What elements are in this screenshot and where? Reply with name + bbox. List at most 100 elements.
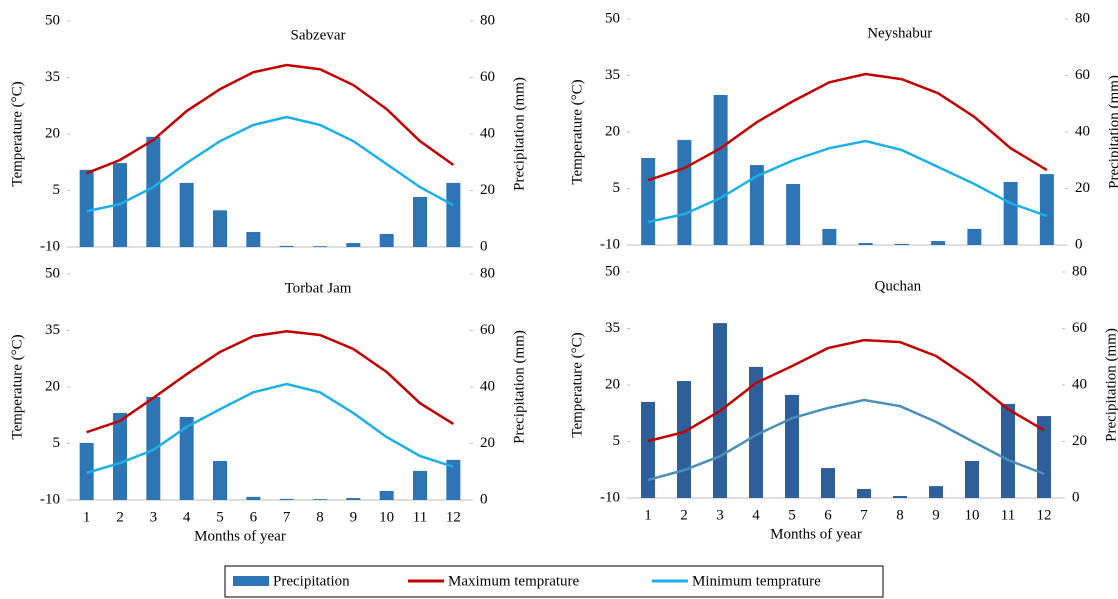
precip-bar	[786, 183, 801, 245]
y2-axis-title: Precipitation (mm)	[1103, 328, 1118, 442]
x-tick-label: 12	[1037, 507, 1052, 523]
x-tick-label: 11	[1001, 507, 1015, 523]
x-tick-label: 5	[788, 507, 796, 523]
precip-bar	[313, 499, 327, 500]
y-tick-label: 20	[605, 123, 620, 139]
legend-box	[224, 565, 884, 598]
x-tick-label: 4	[752, 507, 760, 523]
precip-bar	[1037, 416, 1051, 498]
x-tick-label: 2	[680, 507, 688, 523]
precip-bar	[279, 498, 294, 500]
y-axis-title: Temperature (°C)	[569, 79, 585, 184]
x-tick-label: 1	[644, 507, 652, 523]
y-tick-label: 50	[605, 10, 620, 26]
x-tick-label: 10	[379, 509, 394, 525]
precip-bar	[113, 412, 127, 500]
chart-title: Neyshabur	[867, 25, 932, 41]
precip-bar	[313, 246, 327, 247]
y-tick-label: 20	[45, 125, 60, 141]
y-tick-label: 50	[605, 263, 620, 279]
y-tick-label: 5	[53, 435, 61, 451]
y2-tick-label: 60	[1072, 320, 1087, 336]
precip-bar	[446, 182, 461, 247]
precip-bar	[1039, 174, 1054, 245]
y-tick-label: 35	[45, 322, 60, 338]
precip-bar	[279, 245, 294, 247]
precip-bar	[1001, 403, 1015, 498]
precip-bar	[822, 228, 837, 245]
temp-line	[86, 382, 454, 475]
precip-bar	[931, 241, 946, 245]
y2-tick-label: 0	[480, 238, 488, 254]
x-tick-label: 2	[116, 509, 124, 525]
y-tick-label: 35	[605, 320, 620, 336]
precip-bar	[641, 401, 655, 498]
x-tick-label: 4	[183, 509, 191, 525]
precip-bar	[1003, 182, 1018, 245]
precip-bar	[346, 498, 361, 500]
precip-bar	[713, 94, 728, 246]
precip-bar	[413, 470, 427, 500]
precip-bar	[246, 232, 261, 247]
precip-bar	[929, 486, 943, 498]
precip-bar	[677, 139, 692, 245]
chart-title: Quchan	[875, 278, 922, 294]
x-tick-label: 10	[965, 507, 980, 523]
temp-line	[86, 115, 454, 213]
legend-swatch	[233, 576, 269, 586]
y-axis-title: Temperature (°C)	[569, 332, 585, 437]
precip-bar	[79, 442, 94, 500]
x-axis-title: Months of year	[194, 528, 286, 544]
x-tick-label: 5	[216, 509, 224, 525]
precip-bar	[179, 416, 194, 500]
precip-bar	[967, 228, 982, 245]
y2-axis-title: Precipitation (mm)	[511, 77, 527, 191]
chart-title: Sabzevar	[291, 27, 346, 43]
x-tick-label: 7	[860, 507, 868, 523]
y2-tick-label: 80	[1075, 10, 1090, 26]
y-tick-label: -10	[600, 236, 620, 252]
x-tick-label: 8	[316, 509, 324, 525]
y2-tick-label: 20	[1075, 180, 1090, 196]
y2-tick-label: 40	[480, 125, 495, 141]
precip-bar	[213, 210, 227, 247]
precip-bar	[146, 136, 161, 247]
y2-tick-label: 40	[1075, 123, 1090, 139]
y2-tick-label: 80	[480, 12, 495, 28]
temp-line	[647, 72, 1048, 182]
temp-line	[647, 139, 1048, 224]
x-axis-title: Months of year	[770, 526, 862, 542]
precip-bar	[379, 234, 394, 247]
precip-bar	[246, 496, 261, 500]
temp-line	[647, 398, 1045, 482]
y-tick-label: -10	[600, 489, 620, 505]
precip-bar	[413, 196, 427, 247]
precip-bar	[749, 165, 764, 245]
y-tick-label: 50	[45, 12, 60, 28]
y2-tick-label: 0	[1075, 236, 1083, 252]
y2-tick-label: 60	[480, 322, 495, 338]
x-tick-label: 6	[250, 509, 258, 525]
x-tick-label: 8	[896, 507, 904, 523]
precip-bar	[749, 366, 763, 498]
y2-tick-label: 0	[480, 491, 488, 507]
precip-bar	[785, 394, 799, 498]
y2-tick-label: 20	[480, 435, 495, 451]
y-tick-label: 5	[53, 182, 61, 198]
precip-bar	[858, 243, 873, 245]
x-tick-label: 3	[150, 509, 158, 525]
x-tick-label: 1	[83, 509, 91, 525]
precip-bar	[857, 488, 871, 498]
y-tick-label: 5	[613, 433, 621, 449]
precip-bar	[79, 169, 94, 247]
legend-label: Maximum temprature	[448, 573, 580, 589]
precip-bar	[379, 490, 394, 500]
y2-tick-label: 0	[1072, 489, 1080, 505]
y2-tick-label: 80	[1072, 263, 1087, 279]
y-tick-label: 20	[605, 376, 620, 392]
y2-tick-label: 20	[1072, 433, 1087, 449]
precip-bar	[179, 182, 194, 247]
x-tick-label: 3	[716, 507, 724, 523]
y2-axis-title: Precipitation (mm)	[511, 330, 527, 444]
